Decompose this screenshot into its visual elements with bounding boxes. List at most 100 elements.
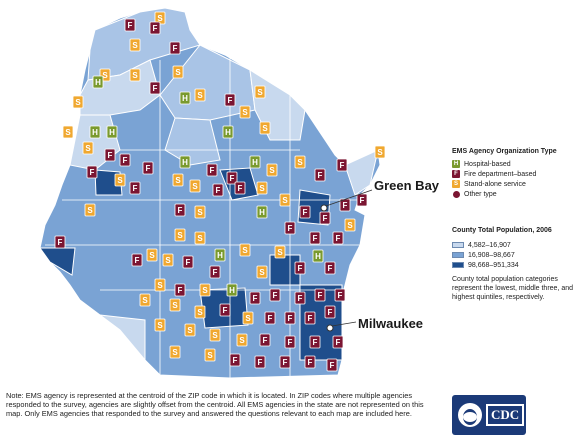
svg-text:H: H [95, 78, 101, 87]
fire-department-marker: F [54, 235, 66, 249]
hospital-marker: H [89, 125, 101, 139]
svg-text:H: H [225, 128, 231, 137]
svg-text:F: F [328, 264, 333, 273]
standalone-marker: S [242, 311, 254, 325]
fire-department-marker: F [336, 158, 348, 172]
fire-department-marker: F [309, 335, 321, 349]
svg-text:H: H [252, 158, 258, 167]
svg-text:S: S [75, 98, 81, 107]
svg-text:H: H [217, 251, 223, 260]
fire-department-marker: F [314, 168, 326, 182]
svg-text:F: F [336, 234, 341, 243]
svg-text:S: S [142, 296, 148, 305]
fire-department-marker: F [149, 81, 161, 95]
standalone-marker: S [114, 173, 126, 187]
standalone-marker: S [209, 328, 221, 342]
green-bay-leader [325, 189, 373, 207]
hospital-icon: H [452, 160, 460, 168]
fire-department-marker: F [284, 335, 296, 349]
standalone-marker: S [254, 85, 266, 99]
svg-text:F: F [338, 291, 343, 300]
svg-text:F: F [238, 184, 243, 193]
hospital-marker: H [179, 91, 191, 105]
svg-text:S: S [269, 166, 275, 175]
svg-text:S: S [377, 148, 383, 157]
svg-text:H: H [315, 252, 321, 261]
legend-row-fire: F Fire department–based [452, 169, 576, 179]
svg-text:F: F [135, 256, 140, 265]
standalone-marker: S [256, 265, 268, 279]
svg-text:S: S [157, 281, 163, 290]
standalone-marker: S [172, 173, 184, 187]
fire-department-marker: F [182, 255, 194, 269]
svg-text:S: S [212, 331, 218, 340]
svg-text:F: F [318, 171, 323, 180]
footnote: Note: EMS agency is represented at the c… [6, 391, 424, 419]
standalone-icon: S [452, 180, 460, 188]
fire-department-marker: F [304, 355, 316, 369]
fire-department-marker: F [212, 183, 224, 197]
svg-text:S: S [197, 91, 203, 100]
hospital-marker: H [222, 125, 234, 139]
standalone-marker: S [154, 318, 166, 332]
svg-text:F: F [318, 291, 323, 300]
standalone-marker: S [189, 179, 201, 193]
svg-text:F: F [298, 264, 303, 273]
svg-text:F: F [288, 314, 293, 323]
milwaukee-leader [331, 321, 357, 327]
svg-text:F: F [323, 214, 328, 223]
svg-text:S: S [65, 128, 71, 137]
standalone-marker: S [279, 193, 291, 207]
population-label-mid: 16,908–98,667 [468, 251, 515, 259]
fire-department-marker: F [294, 291, 306, 305]
fire-department-marker: F [356, 193, 368, 207]
svg-text:F: F [173, 44, 178, 53]
standalone-marker: S [129, 68, 141, 82]
standalone-marker: S [194, 231, 206, 245]
svg-text:S: S [175, 176, 181, 185]
svg-text:F: F [133, 184, 138, 193]
svg-text:F: F [146, 164, 151, 173]
standalone-marker: S [266, 163, 278, 177]
standalone-marker: S [169, 345, 181, 359]
standalone-marker: S [204, 348, 216, 362]
legend: EMS Agency Organization Type H Hospital-… [452, 148, 576, 302]
standalone-marker: S [82, 141, 94, 155]
fire-department-marker: F [169, 41, 181, 55]
fire-department-marker: F [206, 163, 218, 177]
standalone-marker: S [184, 323, 196, 337]
legend-row-other: Other type [452, 189, 576, 199]
hospital-marker: H [214, 248, 226, 262]
fire-department-marker: F [309, 231, 321, 245]
fire-department-marker: F [104, 148, 116, 162]
svg-text:S: S [85, 144, 91, 153]
svg-text:H: H [229, 286, 235, 295]
svg-text:F: F [128, 21, 133, 30]
legend-row-hospital: H Hospital-based [452, 159, 576, 169]
svg-text:S: S [282, 196, 288, 205]
svg-text:S: S [259, 184, 265, 193]
svg-text:F: F [288, 224, 293, 233]
agency-legend-title: EMS Agency Organization Type [452, 148, 557, 155]
fire-department-marker: F [174, 283, 186, 297]
hhs-eagle-icon [458, 403, 482, 427]
standalone-marker: S [62, 125, 74, 139]
svg-text:F: F [298, 294, 303, 303]
population-note: County total population categories repre… [452, 276, 574, 301]
county-light-door [344, 149, 379, 196]
svg-text:F: F [213, 268, 218, 277]
svg-text:S: S [257, 88, 263, 97]
hospital-marker: H [226, 283, 238, 297]
fire-department-marker: F [124, 18, 136, 32]
svg-text:F: F [178, 206, 183, 215]
hospital-marker: H [249, 155, 261, 169]
svg-text:S: S [132, 71, 138, 80]
fire-department-marker: F [284, 221, 296, 235]
standalone-marker: S [294, 155, 306, 169]
fire-department-marker: F [269, 288, 281, 302]
svg-text:F: F [153, 24, 158, 33]
fire-department-marker: F [254, 355, 266, 369]
green-bay-dot [320, 204, 328, 212]
svg-text:S: S [245, 314, 251, 323]
